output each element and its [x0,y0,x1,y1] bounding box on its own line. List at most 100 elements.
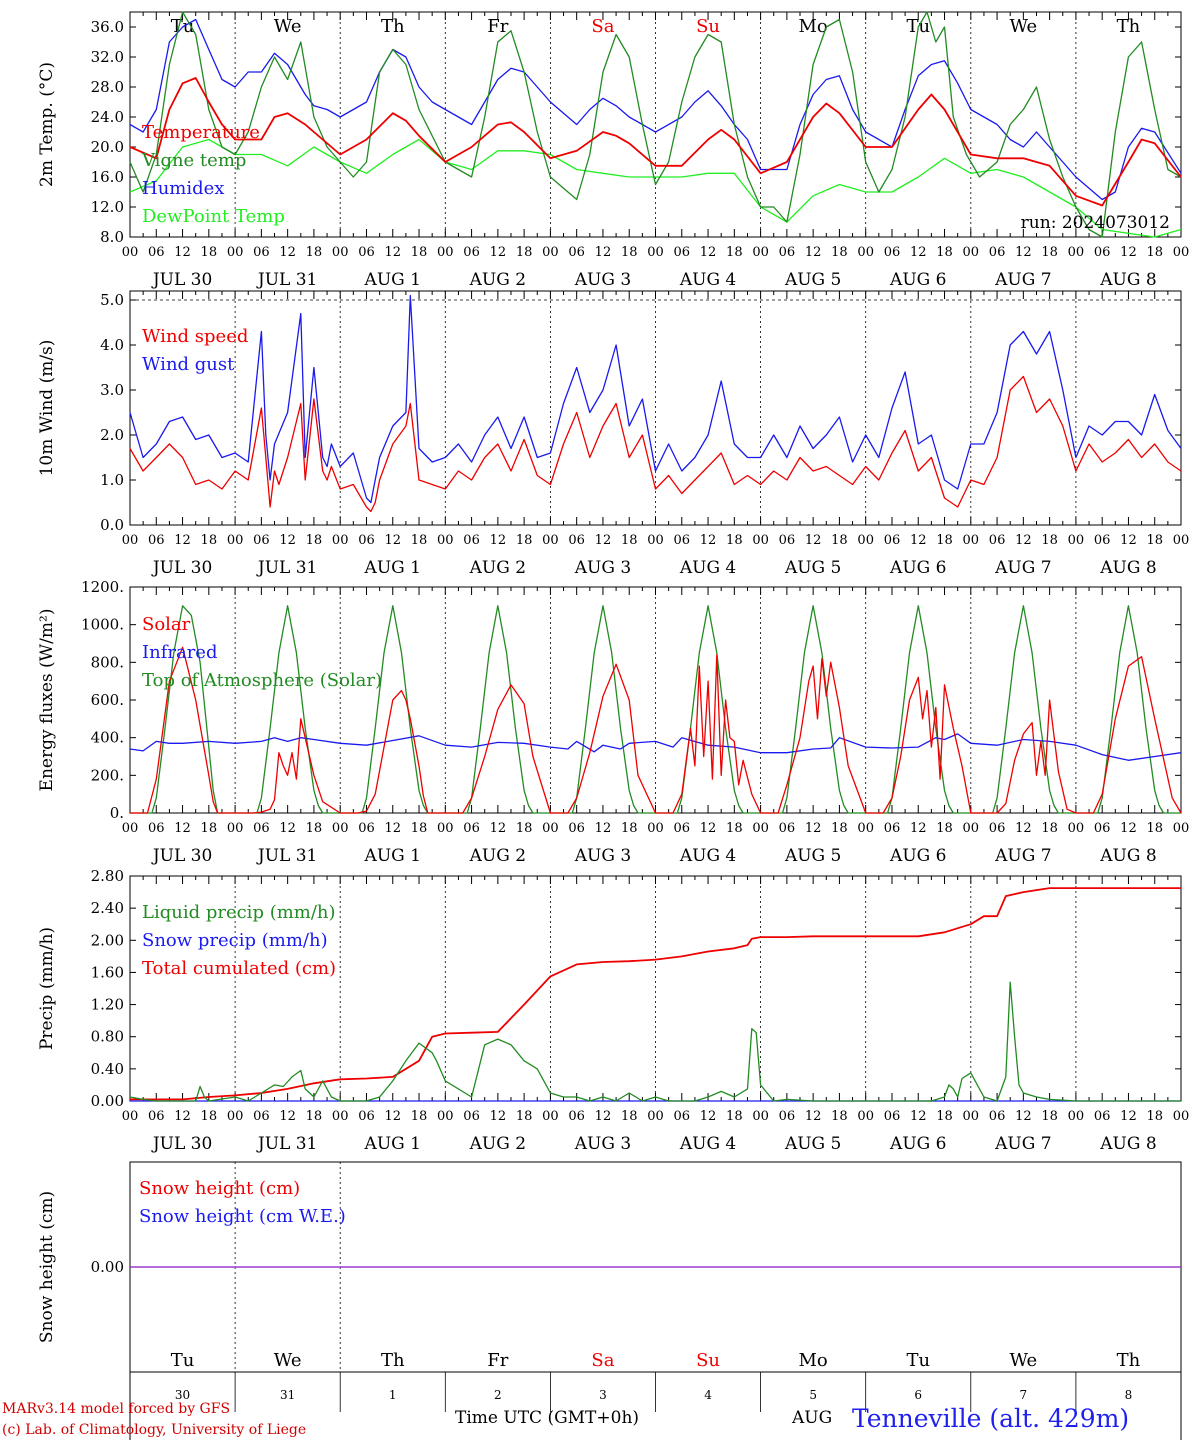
date-label: AUG 1 [364,846,421,866]
series-line [130,605,1181,814]
day-number-label: 4 [704,1388,712,1402]
hour-tick-label: 18 [306,245,323,260]
y-tick-label: 2.80 [91,867,124,885]
hour-tick-label: 06 [253,1109,270,1124]
copyright-credit: (c) Lab. of Climatology, University of L… [2,1422,306,1438]
hour-tick-label: 00 [437,821,454,836]
hour-tick-label: 00 [857,821,874,836]
series-line [129,77,1182,207]
hour-tick-label: 00 [332,1109,349,1124]
hour-tick-label: 06 [884,533,901,548]
y-tick-label: 0.00 [91,1258,124,1276]
hour-tick-label: 00 [542,1109,559,1124]
hour-tick-label: 12 [595,245,612,260]
y-tick-label: 2.00 [91,931,124,949]
y-tick-label: 0.00 [91,1092,124,1110]
hour-tick-label: 06 [884,821,901,836]
hour-tick-label: 12 [700,1109,717,1124]
hour-tick-label: 00 [857,1109,874,1124]
hour-tick-label: 00 [647,821,664,836]
hour-tick-label: 00 [647,533,664,548]
date-label: JUL 31 [256,1134,317,1154]
legend-entry: Snow precip (mm/h) [142,930,328,951]
date-label: AUG 8 [1099,846,1156,866]
weekday-label: Th [381,1350,405,1371]
hour-tick-label: 00 [1068,533,1085,548]
hour-tick-label: 12 [384,1109,401,1124]
y-tick-label: 12.0 [91,198,124,216]
hour-tick-label: 18 [1041,533,1058,548]
hour-tick-label: 12 [1120,1109,1137,1124]
hour-tick-label: 06 [674,245,691,260]
date-label: AUG 7 [994,270,1051,290]
date-label: AUG 2 [469,846,526,866]
hour-tick-label: 18 [306,821,323,836]
hour-tick-label: 18 [936,821,953,836]
hour-tick-label: 18 [516,1109,533,1124]
panel-5: 0.00 Tu We Th Fr Sa Su Mo Tu We Th 30 31 1 2 3 4 5 6 7 8 Snow… [37,1161,1182,1440]
hour-tick-label: 06 [779,245,796,260]
date-label: AUG 5 [784,846,841,866]
y-axis-label: Snow height (cm) [37,1191,57,1343]
y-axis-label: Energy fluxes (W/m²) [37,609,57,792]
plot-frame [129,586,1182,814]
date-label: AUG 6 [889,558,946,578]
series-line [129,375,1182,513]
hour-tick-label: 06 [989,533,1006,548]
hour-tick-label: 12 [1120,533,1137,548]
y-tick-label: 8.0 [100,228,124,246]
hour-tick-label: 06 [568,533,585,548]
hour-tick-label: 18 [1146,1109,1163,1124]
series-line [130,646,1182,814]
hour-tick-label: 06 [989,821,1006,836]
y-tick-label: 400. [91,729,124,747]
hour-tick-label: 12 [595,533,612,548]
hour-tick-label: 12 [1015,821,1032,836]
legend-entry: Humidex [142,178,224,199]
day-number-label: 1 [389,1388,397,1402]
hour-tick-label: 12 [279,533,296,548]
hour-tick-label: 18 [1146,245,1163,260]
y-tick-label: 16.0 [91,168,124,186]
y-tick-label: 1.20 [91,996,124,1014]
series-line [129,733,1182,761]
hour-tick-label: 06 [358,245,375,260]
model-credit: MARv3.14 model forced by GFS [2,1401,230,1417]
hour-tick-label: 00 [1173,245,1190,260]
hour-tick-label: 00 [1068,245,1085,260]
hour-tick-label: 18 [201,533,218,548]
y-tick-label: 2.40 [91,899,124,917]
hour-tick-label: 12 [910,1109,927,1124]
y-tick-label: 3.0 [100,381,124,399]
hour-tick-label: 06 [779,821,796,836]
hour-tick-label: 00 [332,533,349,548]
day-number-label: 8 [1125,1388,1133,1402]
hour-tick-label: 06 [884,1109,901,1124]
y-axis-label: 10m Wind (m/s) [37,340,57,477]
date-label: AUG 8 [1099,270,1156,290]
date-label: JUL 31 [256,846,317,866]
hour-tick-label: 18 [726,533,743,548]
hour-tick-label: 06 [568,1109,585,1124]
hour-tick-label: 00 [227,533,244,548]
hour-tick-label: 06 [1094,245,1111,260]
weekday-label: Su [696,1350,720,1371]
y-tick-label: 1.60 [91,963,124,981]
date-label: JUL 31 [256,270,317,290]
hour-tick-label: 12 [805,533,822,548]
date-label: JUL 30 [151,270,212,290]
hour-tick-label: 06 [779,533,796,548]
hour-tick-label: 00 [332,245,349,260]
day-number-label: 5 [809,1388,817,1402]
legend-entry: Liquid precip (mm/h) [142,902,336,923]
hour-tick-label: 12 [490,1109,507,1124]
y-tick-label: 600. [91,691,124,709]
legend-entry: Solar [142,614,191,635]
hour-tick-label: 00 [227,821,244,836]
hour-tick-label: 06 [253,821,270,836]
hour-tick-label: 06 [1094,1109,1111,1124]
day-number-label: 6 [914,1388,922,1402]
day-number-label: 2 [494,1388,502,1402]
hour-tick-label: 18 [411,821,428,836]
hour-tick-label: 00 [542,533,559,548]
